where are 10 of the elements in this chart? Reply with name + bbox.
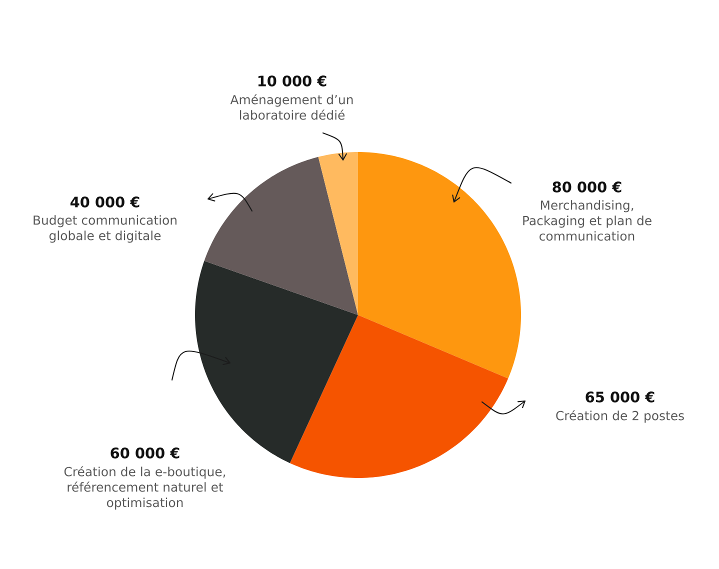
slice-label: Aménagement d’un laboratoire dédié bbox=[230, 94, 353, 120]
slice-label: Création de la e-boutique, référencement naturel et optimisation bbox=[64, 466, 226, 510]
slice-label: Merchandising, Packaging et plan de communication bbox=[523, 200, 652, 241]
data-label: 80 000 € bbox=[552, 182, 622, 192]
slice-label: Création de 2 postes bbox=[556, 410, 684, 423]
data-label: 65 000 € bbox=[586, 392, 654, 402]
slice-label: Budget communication globale et digitale bbox=[34, 215, 176, 243]
data-label: 40 000 € bbox=[70, 196, 140, 208]
data-label: 60 000 € bbox=[110, 448, 180, 458]
data-label: 10 000 € bbox=[258, 76, 326, 86]
